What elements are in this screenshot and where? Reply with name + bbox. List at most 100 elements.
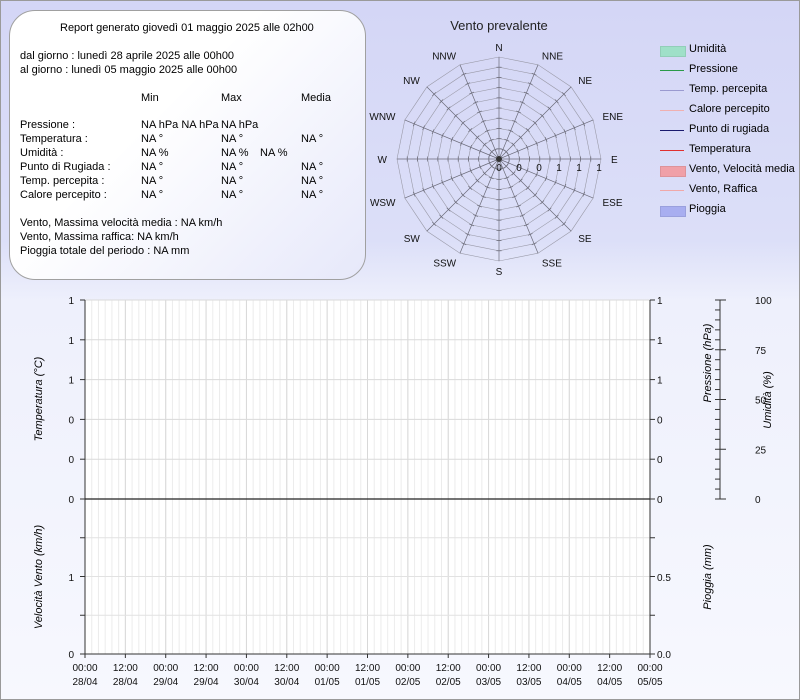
rose-spoke-tick <box>582 121 586 127</box>
row-avg: NA ° <box>301 161 324 173</box>
x-tick-label-time: 12:00 <box>355 663 380 674</box>
x-tick-label-date: 28/04 <box>72 677 97 688</box>
legend-swatch <box>660 90 684 91</box>
rose-spoke-tick <box>460 172 463 178</box>
x-tick-label-time: 00:00 <box>395 663 420 674</box>
rose-spoke-tick <box>461 242 467 246</box>
rose-spoke-tick <box>478 164 482 170</box>
rose-direction-label: NNW <box>432 52 456 63</box>
x-tick-label-date: 01/05 <box>315 677 340 688</box>
rose-spoke-tick <box>563 129 567 135</box>
y-tick-label-temperature: 0 <box>68 415 74 426</box>
x-tick-label-time: 00:00 <box>476 663 501 674</box>
rose-direction-label: N <box>495 43 502 54</box>
rose-direction-label: WSW <box>370 198 396 209</box>
rose-spoke-tick <box>518 135 523 140</box>
rose-spoke-tick <box>465 233 471 236</box>
legend-item: Temperatura <box>660 143 800 157</box>
row-max: NA hPa <box>221 119 259 131</box>
row-avg: NA % <box>260 147 288 159</box>
header-avg: Media <box>301 92 331 104</box>
legend-swatch <box>660 110 684 111</box>
x-tick-label-date: 02/05 <box>436 677 461 688</box>
rose-spoke-tick <box>432 92 437 97</box>
rose-spoke-tick <box>477 204 482 208</box>
ylabel-rain: Pioggia (mm) <box>702 544 714 610</box>
wind-rose-title: Vento prevalente <box>450 18 548 33</box>
rose-direction-label: ENE <box>603 112 624 123</box>
x-tick-label-date: 03/05 <box>476 677 501 688</box>
legend-item: Punto di rugiada <box>660 123 800 137</box>
legend-label: Umidità <box>689 43 727 55</box>
rose-spoke-tick <box>432 221 437 226</box>
rose-spoke-tick <box>511 171 516 176</box>
rose-center <box>496 156 502 162</box>
period-from: dal giorno : lunedì 28 aprile 2025 alle … <box>20 50 235 62</box>
rose-spoke-tick <box>516 164 520 170</box>
rose-spoke-tick <box>484 185 490 189</box>
rose-spoke-tick <box>535 172 538 178</box>
rose-spoke-tick <box>446 106 451 111</box>
rose-spoke-tick <box>475 178 480 183</box>
rose-spoke-tick <box>531 242 537 246</box>
rose-spoke-tick <box>484 129 490 133</box>
rose-spoke-tick <box>516 148 520 154</box>
legend-label: Calore percepito <box>689 103 770 115</box>
rose-spoke-tick <box>508 129 514 133</box>
rose-direction-label: ESE <box>603 198 623 209</box>
rose-spoke-tick <box>422 187 425 193</box>
rose-direction-label: SW <box>404 234 421 245</box>
x-tick-label-time: 12:00 <box>597 663 622 674</box>
x-tick-label-date: 03/05 <box>516 677 541 688</box>
rose-spoke-tick <box>469 168 473 174</box>
rose-spoke-tick <box>492 148 498 151</box>
rose-spoke-tick <box>525 168 529 174</box>
rose-spoke-tick <box>512 195 518 198</box>
legend-label: Temp. percepita <box>689 83 768 95</box>
rain-total: Pioggia totale del periodo : NA mm <box>20 245 190 257</box>
legend-item: Pioggia <box>660 203 800 217</box>
rose-spoke-tick <box>540 200 545 205</box>
rose-spoke-tick <box>554 179 557 185</box>
legend-swatch <box>660 46 686 57</box>
x-tick-label-date: 28/04 <box>113 677 138 688</box>
x-tick-label-date: 04/05 <box>557 677 582 688</box>
rose-spoke-tick <box>480 120 486 123</box>
y-tick-label-humidity: 0 <box>755 495 761 506</box>
legend-swatch <box>660 150 684 151</box>
rose-spoke-tick <box>535 140 538 146</box>
y-tick-label-humidity: 50 <box>755 396 767 407</box>
y-tick-label-wind: 0 <box>68 650 74 661</box>
timeseries-chart: 1110001110001007550250100.50.000:0028/04… <box>33 296 774 688</box>
rose-scale-label: 0 <box>536 163 542 174</box>
wind-gust-max: Vento, Massima raffica: NA km/h <box>20 231 179 243</box>
rose-spoke-tick <box>508 185 514 189</box>
rose-spoke-tick <box>431 129 435 135</box>
row-max: NA % <box>221 147 249 159</box>
row-label: Temperatura : <box>20 133 88 145</box>
wind-rose-chart: Vento prevalente N NNE NE ENE E ESE SE SSE S SSW S… <box>369 18 624 278</box>
legend-swatch <box>660 190 684 191</box>
legend-item: Umidità <box>660 43 800 57</box>
legend-label: Pioggia <box>689 203 726 215</box>
ylabel-humidity: Umidità (%) <box>762 371 774 429</box>
rose-spoke-tick <box>469 91 475 95</box>
legend-item: Calore percepito <box>660 103 800 117</box>
row-min: NA ° <box>141 133 164 145</box>
x-tick-label-time: 00:00 <box>72 663 97 674</box>
rose-spoke-tick <box>453 113 458 118</box>
rose-spoke-tick <box>533 120 538 125</box>
y-tick-label-rain: 0.0 <box>657 650 671 661</box>
ylabel-temperature: Temperatura (°C) <box>33 356 45 441</box>
rose-spoke-tick <box>473 214 479 217</box>
x-tick-label-time: 12:00 <box>436 663 461 674</box>
rose-spoke-tick <box>478 148 482 154</box>
legend-item: Temp. percepita <box>660 83 800 97</box>
rose-spoke-tick <box>527 233 533 236</box>
report-title: Report generato giovedì 01 maggio 2025 a… <box>60 22 314 34</box>
rose-spoke-tick <box>544 137 548 142</box>
rose-spoke-tick <box>461 72 467 76</box>
rose-spoke-tick <box>460 193 465 198</box>
rose-spoke-tick <box>527 82 533 85</box>
row-avg: NA ° <box>301 175 324 187</box>
